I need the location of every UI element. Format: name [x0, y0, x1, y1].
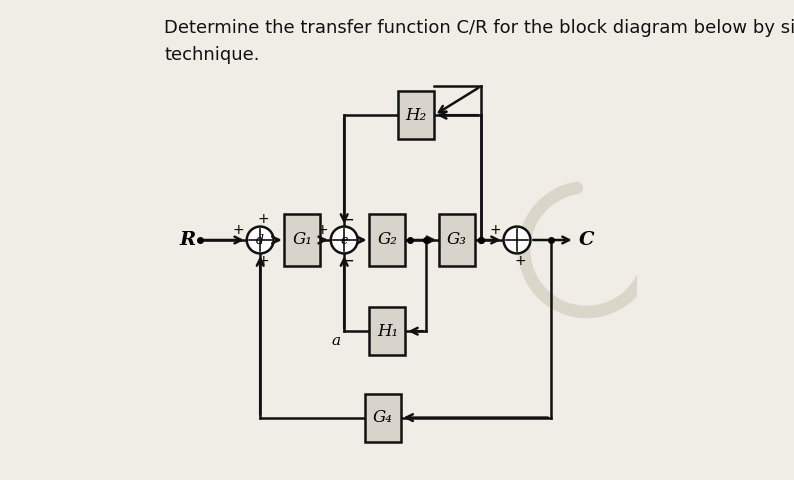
FancyBboxPatch shape [439, 214, 475, 266]
Text: +: + [489, 223, 501, 238]
FancyBboxPatch shape [369, 214, 406, 266]
Text: H₁: H₁ [377, 323, 398, 340]
Text: H₂: H₂ [406, 107, 426, 124]
FancyBboxPatch shape [364, 394, 401, 442]
Text: R: R [179, 231, 195, 249]
Text: +: + [316, 223, 328, 238]
Circle shape [503, 227, 530, 253]
Text: e: e [341, 233, 348, 247]
Text: Determine the transfer function C/R for the block diagram below by signal flow g: Determine the transfer function C/R for … [164, 19, 794, 37]
Text: +: + [257, 212, 269, 227]
Text: −: − [340, 252, 354, 270]
Text: technique.: technique. [164, 46, 260, 63]
Text: G₃: G₃ [447, 231, 467, 249]
Text: a: a [331, 334, 340, 348]
Text: G₄: G₄ [372, 409, 392, 426]
Text: +: + [257, 253, 269, 268]
Circle shape [331, 227, 357, 253]
Circle shape [247, 227, 274, 253]
Text: C: C [579, 231, 594, 249]
Text: d: d [256, 233, 264, 247]
Text: +: + [514, 254, 526, 268]
Text: G₂: G₂ [377, 231, 397, 249]
FancyBboxPatch shape [284, 214, 321, 266]
Text: G₁: G₁ [292, 231, 312, 249]
FancyBboxPatch shape [369, 307, 406, 355]
Text: +: + [233, 223, 244, 238]
FancyBboxPatch shape [399, 91, 434, 139]
Text: −: − [340, 210, 354, 228]
